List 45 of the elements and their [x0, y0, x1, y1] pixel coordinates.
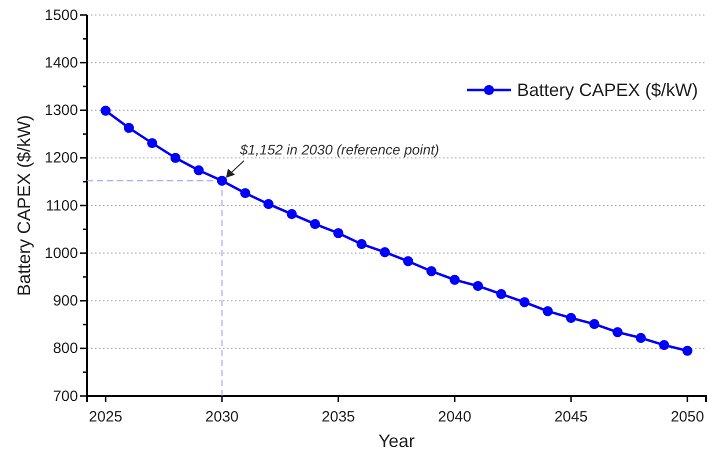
point [542, 306, 553, 316]
point [100, 106, 111, 116]
y-tick-label: 1400 [44, 54, 78, 72]
y-tick-label: 1100 [46, 197, 78, 214]
point [356, 239, 367, 250]
point [333, 228, 344, 238]
y-tick-label: 800 [52, 340, 78, 358]
point [216, 176, 228, 186]
point [589, 319, 600, 330]
y-tick-label: 1200 [44, 150, 78, 167]
point [170, 152, 180, 163]
y-tick-label: 1300 [44, 102, 78, 120]
point [450, 274, 460, 285]
x-tick-label: 2040 [438, 408, 472, 426]
point [519, 297, 530, 308]
y-tick-label: 1000 [44, 244, 78, 262]
x-tick-label: 2045 [554, 408, 588, 426]
point [636, 332, 646, 343]
point [472, 280, 483, 292]
point [263, 199, 274, 210]
legend-label: Battery CAPEX ($/kW) [516, 80, 698, 100]
y-tick-label: 700 [52, 388, 78, 405]
x-tick-label: 2030 [205, 408, 239, 426]
point [659, 340, 670, 350]
point [496, 289, 506, 300]
point [426, 266, 436, 276]
point [566, 312, 576, 323]
point [124, 122, 134, 133]
point [612, 327, 623, 338]
annotation: $1,152 in 2030 (reference point) [238, 142, 440, 158]
point [147, 138, 158, 148]
y-tick-label: 900 [52, 292, 78, 310]
y-axis-title: Battery CAPEX ($/kW) [14, 114, 34, 296]
point [682, 346, 692, 356]
x-tick-label: 2025 [88, 408, 122, 426]
x-tick-label: 2035 [322, 408, 356, 426]
point [194, 165, 204, 176]
y-tick-label: 1500 [44, 6, 78, 24]
point [240, 188, 250, 198]
point [286, 209, 297, 220]
point [403, 256, 414, 266]
point [310, 219, 320, 230]
x-tick-label: 2050 [670, 408, 704, 426]
x-axis-title: Year [378, 431, 415, 451]
point [380, 247, 390, 258]
